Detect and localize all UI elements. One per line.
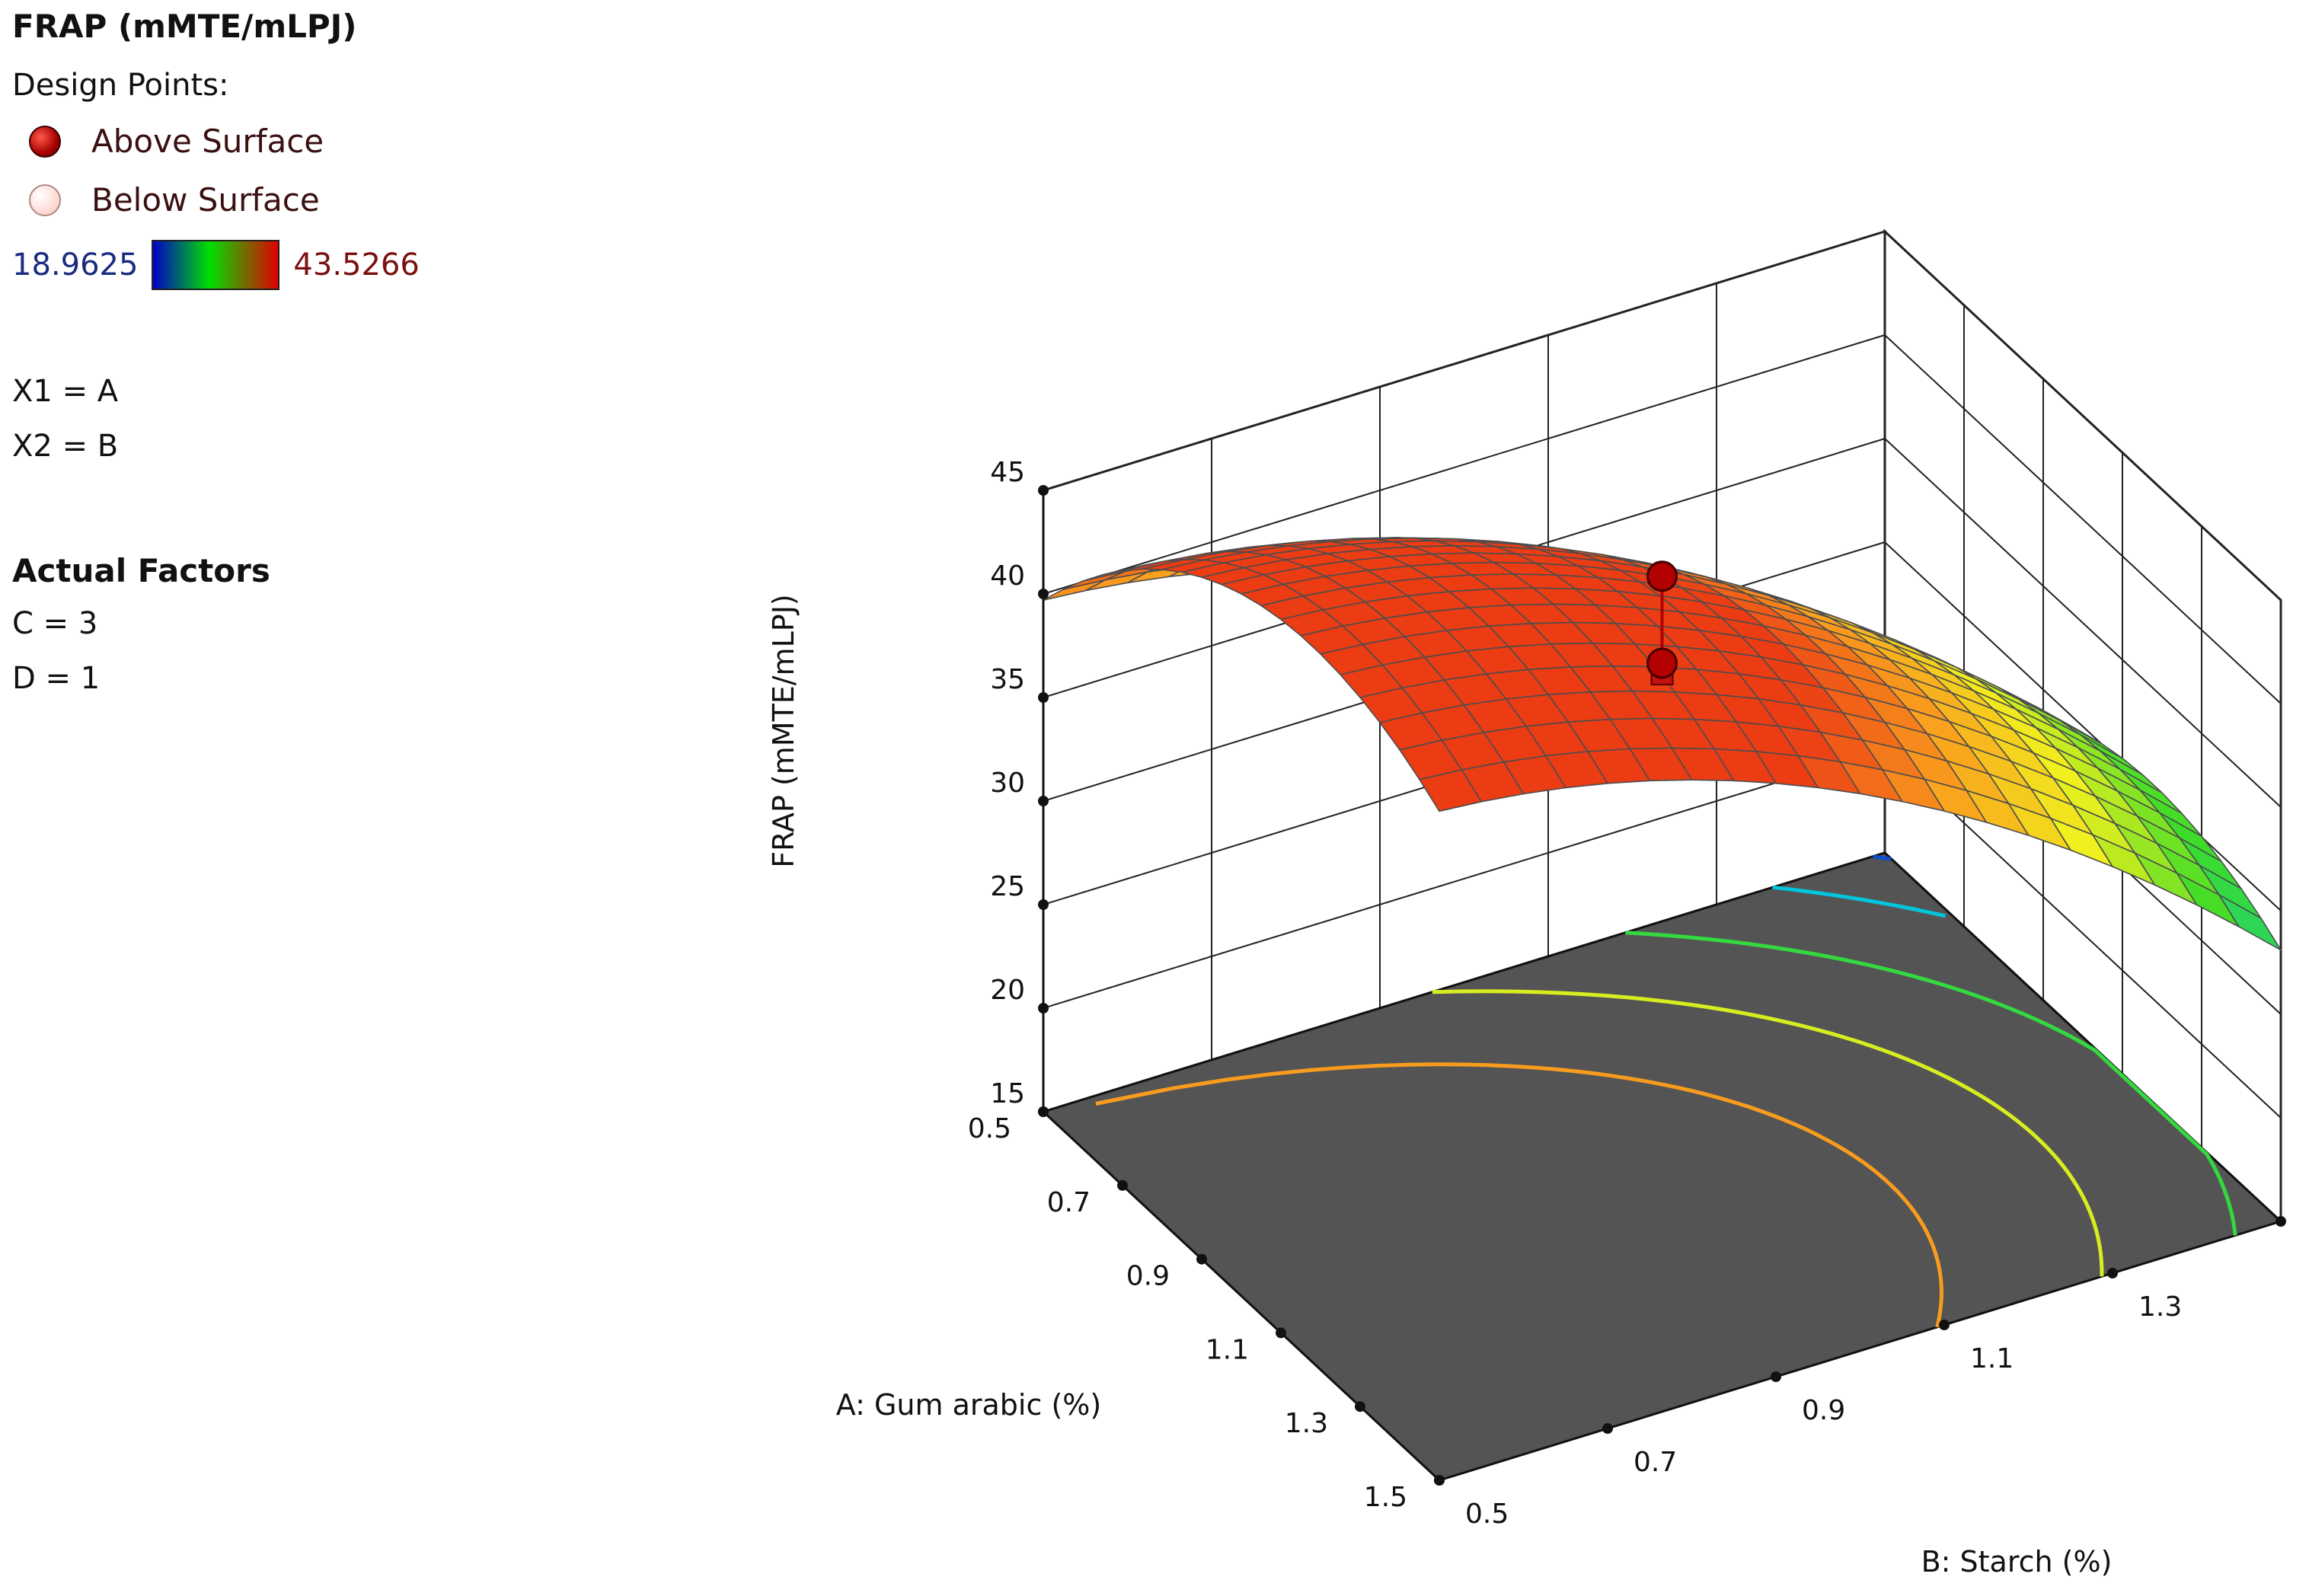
below-surface-icon: [29, 184, 61, 216]
y-tick-mark: [2107, 1268, 2118, 1278]
y-tick-label: 0.9: [1802, 1395, 1845, 1426]
legend-above-surface: Above Surface: [29, 123, 500, 160]
wall-right-zline: [1884, 334, 2282, 704]
y-tick-mark: [1434, 1475, 1445, 1486]
design-points: [1646, 560, 1678, 686]
z-tick-label: 45: [990, 457, 1025, 488]
legend-below-surface: Below Surface: [29, 181, 500, 219]
x-tick-mark: [1355, 1401, 1365, 1412]
z-tick-mark: [1038, 589, 1049, 599]
factor-d: D = 1: [12, 661, 101, 696]
z-tick-mark: [1038, 796, 1049, 806]
x-tick-label: 0.5: [968, 1113, 1011, 1144]
actual-factors-title: Actual Factors: [12, 552, 270, 589]
tick-labels: 15 20 25 30 35 40 45 0.5 0.7 0.9 1.1 1.3 1.5 0.5 0.7 0.…: [968, 457, 2309, 1530]
color-scale: 18.9625 43.5266: [12, 240, 500, 290]
wall-left-zline: [1043, 334, 1886, 595]
y-tick-mark: [1939, 1320, 1950, 1330]
z-tick-label: 35: [990, 664, 1025, 695]
z-tick-mark: [1038, 899, 1049, 910]
contour-line: [1873, 854, 1892, 861]
contour-line: [1772, 885, 1947, 918]
above-surface-label: Above Surface: [91, 123, 324, 160]
x-tick-label: 1.1: [1206, 1334, 1249, 1365]
response-surface: [1043, 537, 2283, 952]
wall-left-zline: [1043, 749, 1886, 1009]
z-tick-label: 25: [990, 871, 1025, 902]
x-tick-label: 0.7: [1047, 1187, 1091, 1218]
factor-c: C = 3: [12, 606, 98, 641]
design-point-2: [1646, 647, 1678, 679]
y-tick-mark: [1602, 1423, 1613, 1434]
x2-mapping: X2 = B: [12, 429, 119, 464]
y-tick-label: 1.1: [1970, 1343, 2014, 1374]
floor-contours: [1095, 854, 2237, 1328]
y-tick-label: 0.5: [1465, 1499, 1509, 1530]
contour-line: [1095, 1062, 1944, 1328]
axes: [1038, 485, 2286, 1486]
z-tick-mark: [1038, 692, 1049, 703]
above-surface-icon: [29, 125, 61, 158]
x-tick-mark: [1117, 1179, 1128, 1191]
x-tick-label: 1.5: [1364, 1482, 1407, 1513]
wall-right-zline: [1884, 541, 2282, 911]
surface-cell: [1418, 769, 1483, 812]
x1-mapping: X1 = A: [12, 374, 119, 409]
y-axis-label: B: Starch (%): [1921, 1545, 2113, 1578]
wall-left-zline: [1043, 231, 1886, 491]
z-tick-label: 15: [990, 1078, 1025, 1109]
contour-line: [1432, 989, 2104, 1277]
wall-right-zline: [1884, 438, 2282, 808]
z-tick-label: 20: [990, 975, 1025, 1006]
x-tick-mark: [1038, 1106, 1049, 1117]
z-axis-label: FRAP (mMTE/mLPJ): [767, 594, 800, 868]
legend-panel: FRAP (mMTE/mLPJ) Design Points: Above Su…: [12, 8, 500, 716]
color-scale-min: 18.9625: [12, 247, 139, 282]
y-tick-label: 1.3: [2138, 1291, 2182, 1323]
x-tick-mark: [1276, 1327, 1286, 1339]
x-tick-mark: [1196, 1253, 1207, 1265]
x-axis-label: A: Gum arabic (%): [836, 1388, 1101, 1422]
z-tick-mark: [1038, 1003, 1049, 1013]
y-tick-mark: [1771, 1371, 1781, 1382]
design-points-label: Design Points:: [12, 68, 229, 103]
color-scale-bar: [152, 240, 280, 290]
legend-title: FRAP (mMTE/mLPJ): [12, 8, 357, 45]
y-tick-label: 1.5: [2307, 1240, 2309, 1271]
y-tick-mark: [2275, 1216, 2286, 1227]
x-tick-label: 0.9: [1126, 1261, 1170, 1292]
x-tick-label: 1.3: [1285, 1408, 1328, 1439]
y-tick-label: 0.7: [1634, 1447, 1677, 1478]
z-tick-label: 30: [990, 768, 1025, 799]
below-surface-label: Below Surface: [91, 181, 320, 219]
contour-line: [1625, 930, 2237, 1236]
wall-right-zline: [1884, 231, 2282, 601]
z-tick-label: 40: [990, 560, 1025, 592]
z-tick-mark: [1038, 485, 1049, 496]
design-point-1: [1646, 560, 1678, 592]
color-scale-max: 43.5266: [293, 247, 420, 282]
